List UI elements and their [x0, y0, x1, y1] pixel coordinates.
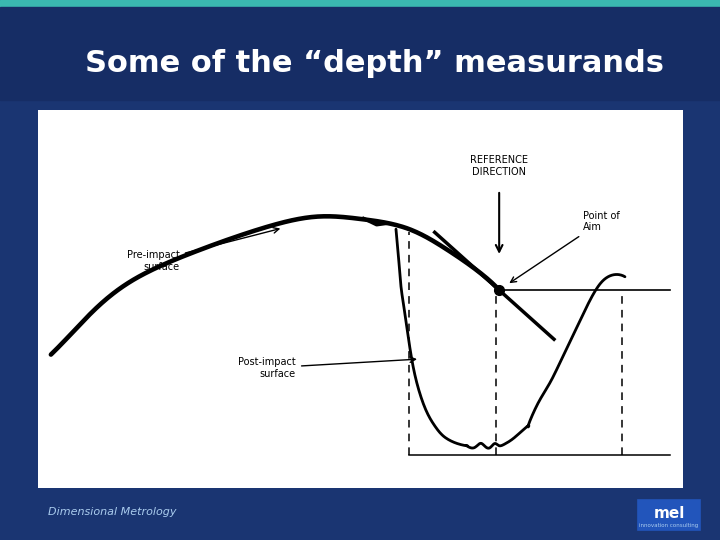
- Text: REFERENCE
DIRECTION: REFERENCE DIRECTION: [470, 155, 528, 177]
- Text: Dimensional Metrology: Dimensional Metrology: [48, 507, 176, 517]
- Bar: [0, 7, 720, 100]
- Text: mel: mel: [653, 507, 685, 522]
- Text: innovation consulting: innovation consulting: [639, 523, 698, 529]
- Text: Pre-impact
surface: Pre-impact surface: [127, 228, 279, 272]
- Text: Some of the “depth” measurands: Some of the “depth” measurands: [85, 49, 664, 78]
- Bar: [38, 110, 683, 488]
- Text: Point of
Aim: Point of Aim: [510, 211, 620, 282]
- Text: Post-impact
surface: Post-impact surface: [238, 357, 415, 379]
- Bar: [638, 500, 700, 530]
- Bar: [0, 0, 720, 7]
